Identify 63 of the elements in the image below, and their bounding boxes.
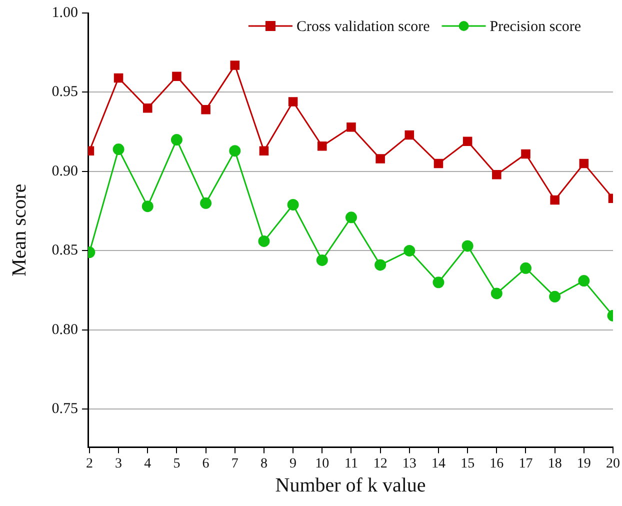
x-tick-label: 6 <box>202 456 210 472</box>
x-tick-label: 3 <box>115 456 122 472</box>
y-tick-label: 0.85 <box>52 242 78 259</box>
x-tick-label: 18 <box>548 456 562 472</box>
point <box>112 144 124 156</box>
x-tick-label: 11 <box>344 456 358 472</box>
point <box>579 158 589 168</box>
point <box>404 130 414 140</box>
point <box>287 198 299 210</box>
x-tick-label: 4 <box>144 456 152 472</box>
x-tick-label: 15 <box>460 456 475 472</box>
point <box>462 136 472 146</box>
point <box>578 275 590 287</box>
point <box>346 122 356 132</box>
x-tick-label: 8 <box>260 456 268 472</box>
point <box>376 154 385 164</box>
point <box>550 195 560 205</box>
point <box>462 240 474 252</box>
x-tick-label: 17 <box>518 456 533 472</box>
x-tick-label: 2 <box>86 456 93 472</box>
point <box>318 141 327 151</box>
y-axis-title: Mean score <box>8 184 30 276</box>
x-axis-title: Number of k value <box>275 474 426 496</box>
point <box>229 145 241 157</box>
x-tick-label: 12 <box>373 456 388 472</box>
x-tick-label: 14 <box>431 456 446 472</box>
point <box>201 105 210 114</box>
x-tick-label: 9 <box>290 456 297 472</box>
x-tick-label: 16 <box>490 456 504 472</box>
point <box>172 72 182 82</box>
y-tick-label: 0.80 <box>52 322 78 338</box>
legend-label: Precision score <box>490 18 582 35</box>
point <box>114 73 124 83</box>
point <box>521 149 530 159</box>
point <box>142 200 154 212</box>
y-tick-label: 0.75 <box>52 401 78 418</box>
x-tick-label: 5 <box>173 456 180 472</box>
point <box>200 197 212 209</box>
point <box>404 244 416 256</box>
point <box>288 97 298 106</box>
point <box>490 288 502 300</box>
x-tick-label: 19 <box>576 456 591 472</box>
point <box>432 276 444 288</box>
y-tick-label: 1.00 <box>52 4 78 21</box>
point <box>258 235 270 247</box>
point <box>492 170 502 180</box>
point <box>230 60 240 70</box>
x-tick-label: 20 <box>606 456 620 472</box>
x-tick-label: 7 <box>231 456 238 472</box>
legend-label: Cross validation score <box>296 18 430 35</box>
y-tick-label: 0.95 <box>52 84 78 100</box>
point <box>549 290 561 302</box>
point <box>520 262 532 274</box>
point <box>259 146 269 156</box>
x-tick-label: 13 <box>402 456 416 472</box>
point <box>170 134 182 146</box>
point <box>345 212 357 224</box>
x-tick-label: 10 <box>315 456 330 472</box>
y-tick-label: 0.90 <box>52 163 78 180</box>
point <box>374 259 386 271</box>
point <box>142 103 152 113</box>
point <box>434 158 444 168</box>
point <box>316 254 328 266</box>
